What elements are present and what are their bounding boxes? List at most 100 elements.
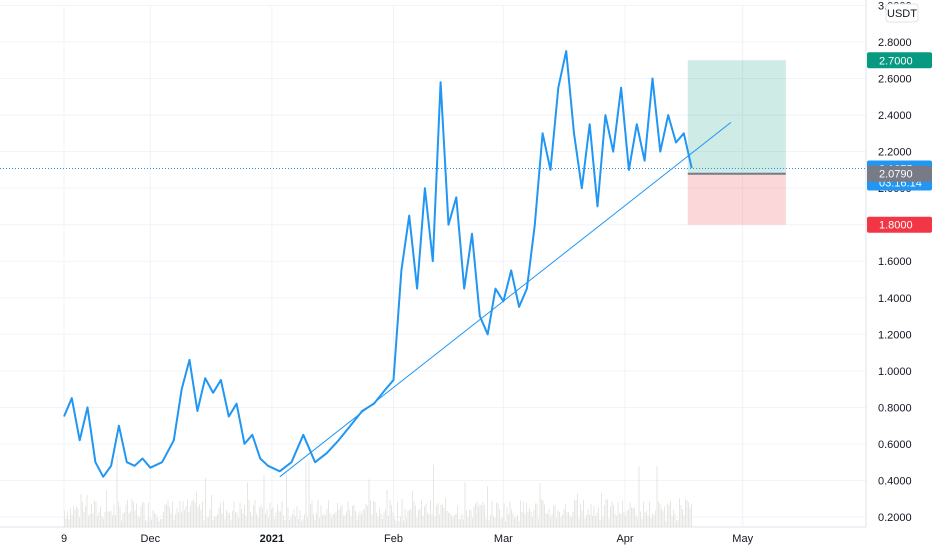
volume-bar — [133, 501, 134, 527]
volume-bar — [568, 511, 569, 527]
volume-bar — [461, 513, 463, 527]
volume-bar — [80, 494, 82, 527]
volume-bar — [424, 506, 425, 527]
volume-bar — [331, 517, 332, 527]
y-tick-label: 0.8000 — [878, 402, 912, 414]
volume-bar — [209, 509, 211, 527]
volume-bar — [604, 505, 605, 527]
volume-bar — [460, 518, 461, 527]
volume-bar — [634, 507, 635, 527]
volume-bar — [277, 504, 278, 527]
position-tool[interactable] — [0, 60, 866, 225]
volume-bar — [332, 513, 334, 527]
volume-bar — [425, 503, 427, 527]
volume-bar — [253, 505, 254, 527]
volume-bar — [544, 504, 545, 527]
volume-bar — [134, 510, 136, 527]
volume-bar — [470, 510, 472, 527]
volume-bar — [166, 504, 167, 527]
volume-bar — [412, 490, 413, 527]
volume-bar — [85, 506, 86, 527]
trendline-layer[interactable] — [279, 121, 732, 478]
volume-bar — [116, 455, 118, 527]
volume-bar — [491, 500, 493, 527]
volume-bar — [88, 515, 89, 527]
volume-bar — [566, 512, 568, 527]
volume-bar — [484, 505, 485, 527]
volume-bar — [200, 509, 202, 527]
volume-bar — [574, 500, 575, 527]
volume-bar — [488, 519, 490, 527]
volume-bar — [556, 518, 557, 527]
volume-bar — [289, 519, 290, 527]
volume-bar — [469, 509, 470, 527]
volume-bar — [142, 501, 143, 527]
volume-bar — [580, 503, 581, 527]
price-series-layer — [63, 50, 693, 478]
volume-bar — [163, 511, 164, 527]
volume-bar — [161, 518, 163, 527]
volume-bar — [586, 514, 587, 527]
volume-bar — [374, 501, 376, 527]
volume-bar — [673, 509, 674, 527]
volume-bar — [175, 514, 176, 527]
volume-bar — [688, 502, 689, 527]
y-tick-label: 1.6000 — [878, 256, 912, 268]
volume-bar — [310, 504, 311, 527]
volume-bar — [578, 518, 580, 527]
volume-bar — [550, 517, 551, 527]
volume-bar — [581, 510, 583, 527]
volume-bar — [151, 519, 152, 527]
volume-bar — [416, 518, 418, 527]
volume-bar — [685, 499, 686, 527]
volume-bar — [154, 513, 155, 527]
volume-bar — [509, 501, 511, 527]
y-tick-label: 0.2000 — [878, 512, 912, 524]
volume-bar — [517, 515, 518, 527]
volume-bar — [244, 504, 245, 527]
volume-bar — [284, 519, 286, 527]
volume-bar — [232, 510, 233, 527]
volume-bar — [68, 519, 70, 527]
volume-bar — [500, 518, 502, 527]
currency-badge — [885, 3, 919, 23]
volume-bar — [293, 509, 295, 527]
volume-bar — [598, 507, 599, 527]
volume-bar — [670, 501, 671, 527]
volume-bar — [382, 518, 383, 527]
x-tick-label: Feb — [384, 533, 403, 545]
volume-bar — [442, 504, 443, 527]
volume-bar — [157, 517, 158, 527]
volume-bar — [481, 505, 482, 527]
volume-bar — [106, 490, 107, 527]
volume-bar — [622, 500, 623, 527]
volume-bar — [152, 510, 154, 527]
volume-bar — [164, 504, 166, 527]
volume-bar — [437, 503, 439, 527]
volume-bar — [661, 509, 662, 527]
volume-bar — [575, 500, 577, 527]
volume-bar — [187, 499, 188, 527]
volume-bar — [136, 503, 137, 527]
volume-bar — [290, 517, 292, 527]
volume-bar — [448, 512, 449, 527]
volume-bar — [100, 506, 101, 527]
volume-bar — [421, 499, 422, 527]
volume-bar — [418, 509, 419, 527]
volume-bar — [502, 517, 503, 527]
volume-bar — [653, 515, 655, 527]
volume-bar — [431, 514, 433, 527]
volume-bar — [79, 517, 80, 527]
volume-bar — [242, 513, 244, 527]
volume-layer — [64, 455, 692, 527]
volume-bar — [199, 504, 200, 527]
volume-bar — [173, 519, 175, 527]
volume-bar — [379, 508, 380, 527]
volume-bar — [182, 501, 184, 527]
volume-bar — [403, 520, 404, 527]
y-tick-label: 1.2000 — [878, 329, 912, 341]
volume-bar — [107, 511, 109, 527]
volume-bar — [340, 506, 341, 527]
volume-bar — [74, 510, 76, 527]
